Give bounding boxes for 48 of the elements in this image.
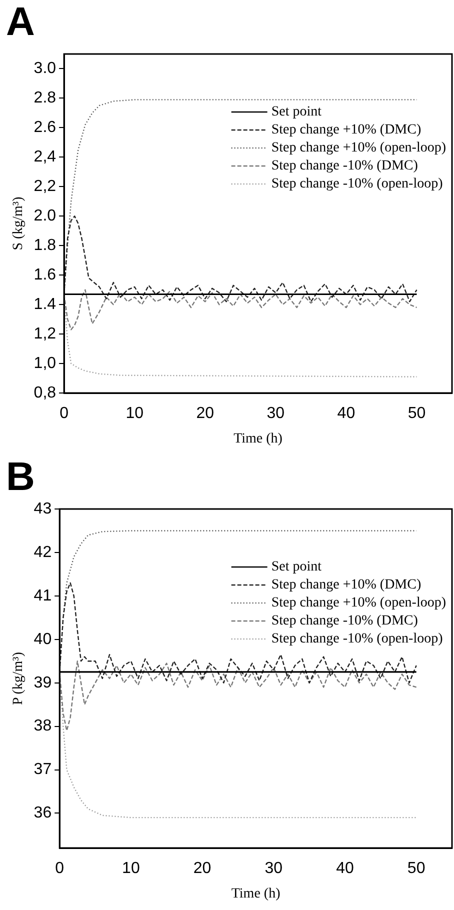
x-tick-label: 20: [193, 860, 212, 878]
legend-label: Set point: [271, 560, 322, 575]
x-tick-label: 30: [264, 860, 283, 878]
x-axis-title: Time (h): [231, 886, 281, 902]
y-tick-label: 2.6: [34, 119, 56, 136]
y-tick-label: 0,8: [34, 384, 56, 402]
x-tick-label: 0: [55, 860, 64, 878]
x-axis-title: Time (h): [234, 431, 283, 446]
legend-label: Step change -10% (open-loop): [271, 176, 444, 192]
y-tick-label: 38: [34, 718, 52, 735]
y-tick-label: 41: [34, 587, 52, 604]
x-tick-label: 50: [407, 860, 426, 878]
legend-label: Step change +10% (DMC): [271, 122, 422, 138]
y-tick-label: 1.8: [34, 237, 56, 254]
legend-label: Set point: [271, 104, 322, 120]
y-tick-label: 43: [34, 500, 52, 518]
y-tick-label: 2.0: [34, 208, 56, 225]
y-tick-label: 37: [34, 761, 52, 778]
legend-label: Step change -10% (DMC): [271, 614, 418, 629]
x-tick-label: 10: [122, 860, 140, 878]
y-tick-label: 1.4: [34, 296, 56, 313]
x-tick-label: 30: [266, 405, 285, 422]
y-tick-label: 1,2: [34, 325, 56, 342]
x-tick-label: 50: [408, 405, 426, 422]
x-tick-label: 10: [126, 405, 144, 422]
legend-label: Step change -10% (open-loop): [271, 632, 444, 647]
legend-label: Step change +10% (open-loop): [271, 596, 446, 611]
y-tick-label: 1.6: [34, 266, 56, 284]
x-tick-label: 40: [336, 860, 354, 878]
y-tick-label: 2.8: [34, 90, 56, 107]
y-axis-title: P (kg/m³): [11, 652, 26, 706]
legend-label: Step change +10% (DMC): [271, 578, 422, 593]
legend-label: Step change -10% (DMC): [271, 158, 418, 174]
x-tick-label: 0: [60, 405, 69, 422]
y-tick-label: 1,0: [34, 354, 56, 372]
y-tick-label: 39: [34, 674, 52, 692]
y-axis-title: S (kg/m³): [11, 196, 26, 250]
y-tick-label: 3.0: [34, 60, 56, 78]
x-tick-label: 20: [196, 405, 214, 422]
chart-title: B: [6, 455, 35, 500]
y-tick-label: 2,2: [34, 178, 56, 196]
x-tick-label: 40: [337, 405, 356, 422]
legend-label: Step change +10% (open-loop): [271, 140, 446, 156]
y-tick-label: 2,4: [34, 148, 56, 166]
y-tick-label: 40: [34, 630, 52, 648]
y-tick-label: 36: [34, 804, 52, 822]
y-tick-label: 42: [34, 544, 52, 561]
chart-title: A: [6, 0, 35, 44]
